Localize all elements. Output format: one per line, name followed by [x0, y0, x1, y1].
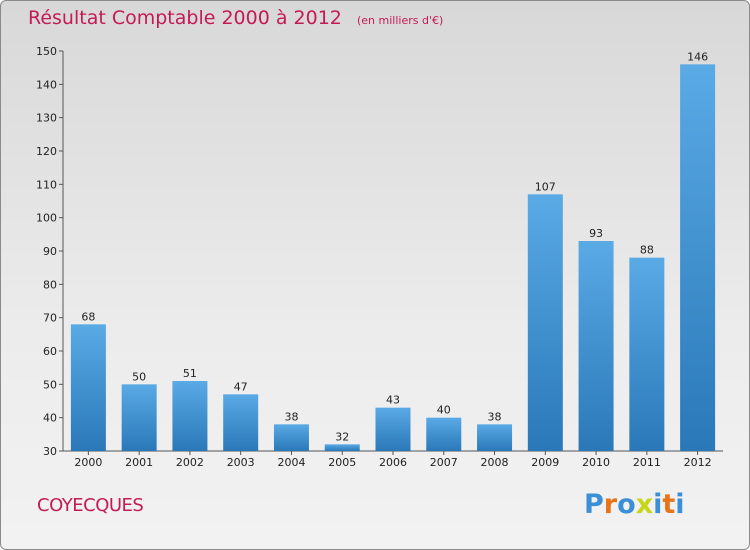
x-tick-label: 2012: [684, 456, 712, 469]
bar: [223, 394, 259, 451]
y-tick-label: 80: [43, 278, 57, 291]
bar-value-label: 146: [687, 50, 708, 63]
x-tick-label: 2007: [430, 456, 458, 469]
logo-letter: x: [635, 489, 654, 520]
bar-value-label: 107: [535, 180, 556, 193]
x-tick-label: 2001: [125, 456, 153, 469]
y-tick-label: 140: [36, 78, 57, 91]
y-tick-label: 50: [43, 378, 57, 391]
bar: [172, 381, 208, 451]
bar-value-label: 50: [132, 370, 146, 383]
x-tick-label: 2006: [379, 456, 407, 469]
bar: [70, 324, 106, 451]
bar-value-label: 47: [234, 380, 248, 393]
y-tick-label: 120: [36, 145, 57, 158]
bar: [121, 384, 157, 451]
bar: [680, 64, 716, 452]
bar: [426, 417, 462, 451]
logo-letter: P: [584, 489, 604, 520]
logo-letter: r: [603, 489, 618, 520]
logo-letter: o: [617, 489, 636, 520]
bar-value-label: 68: [81, 310, 95, 323]
bar: [477, 424, 513, 451]
bar: [273, 424, 309, 451]
x-tick-label: 2000: [74, 456, 102, 469]
bar-value-label: 51: [183, 367, 197, 380]
bar: [375, 407, 411, 451]
bar-value-label: 32: [335, 430, 349, 443]
bar: [527, 194, 563, 452]
bar-value-label: 38: [488, 410, 502, 423]
y-tick-label: 40: [43, 412, 57, 425]
y-tick-label: 110: [36, 178, 57, 191]
commune-name: COYECQUES: [37, 495, 144, 516]
bar-value-label: 43: [386, 394, 400, 407]
chart-title: Résultat Comptable 2000 à 2012: [28, 7, 342, 29]
bars: [70, 64, 716, 452]
x-tick-label: 2004: [277, 456, 305, 469]
x-tick-label: 2009: [531, 456, 559, 469]
x-tick-label: 2005: [328, 456, 356, 469]
title-row: Résultat Comptable 2000 à 2012 (en milli…: [28, 7, 443, 29]
bar: [629, 257, 665, 451]
bar-value-label: 38: [284, 410, 298, 423]
y-tick-label: 90: [43, 245, 57, 258]
y-tick-label: 150: [36, 45, 57, 58]
chart-subtitle: (en milliers d'€): [356, 14, 444, 27]
logo-letter: i: [675, 489, 685, 520]
y-tick-label: 30: [43, 445, 57, 458]
x-tick-label: 2011: [633, 456, 661, 469]
logo-letter: i: [653, 489, 663, 520]
bar-value-label: 93: [589, 227, 603, 240]
bar: [578, 241, 614, 451]
bar-value-label: 40: [437, 404, 451, 417]
x-tick-label: 2003: [227, 456, 255, 469]
logo-letter: t: [662, 489, 676, 520]
x-tick-label: 2002: [176, 456, 204, 469]
bar: [324, 444, 360, 451]
proxiti-logo: Proxiti: [584, 489, 685, 520]
y-tick-label: 130: [36, 112, 57, 125]
x-tick-label: 2008: [481, 456, 509, 469]
x-tick-label: 2010: [582, 456, 610, 469]
bar-value-label: 88: [640, 244, 654, 257]
y-tick-label: 100: [36, 212, 57, 225]
y-tick-label: 60: [43, 345, 57, 358]
labels: 68 50 51 47 38 32 43 40 38 107 93 88 146: [81, 50, 708, 443]
y-tick-label: 70: [43, 312, 57, 325]
